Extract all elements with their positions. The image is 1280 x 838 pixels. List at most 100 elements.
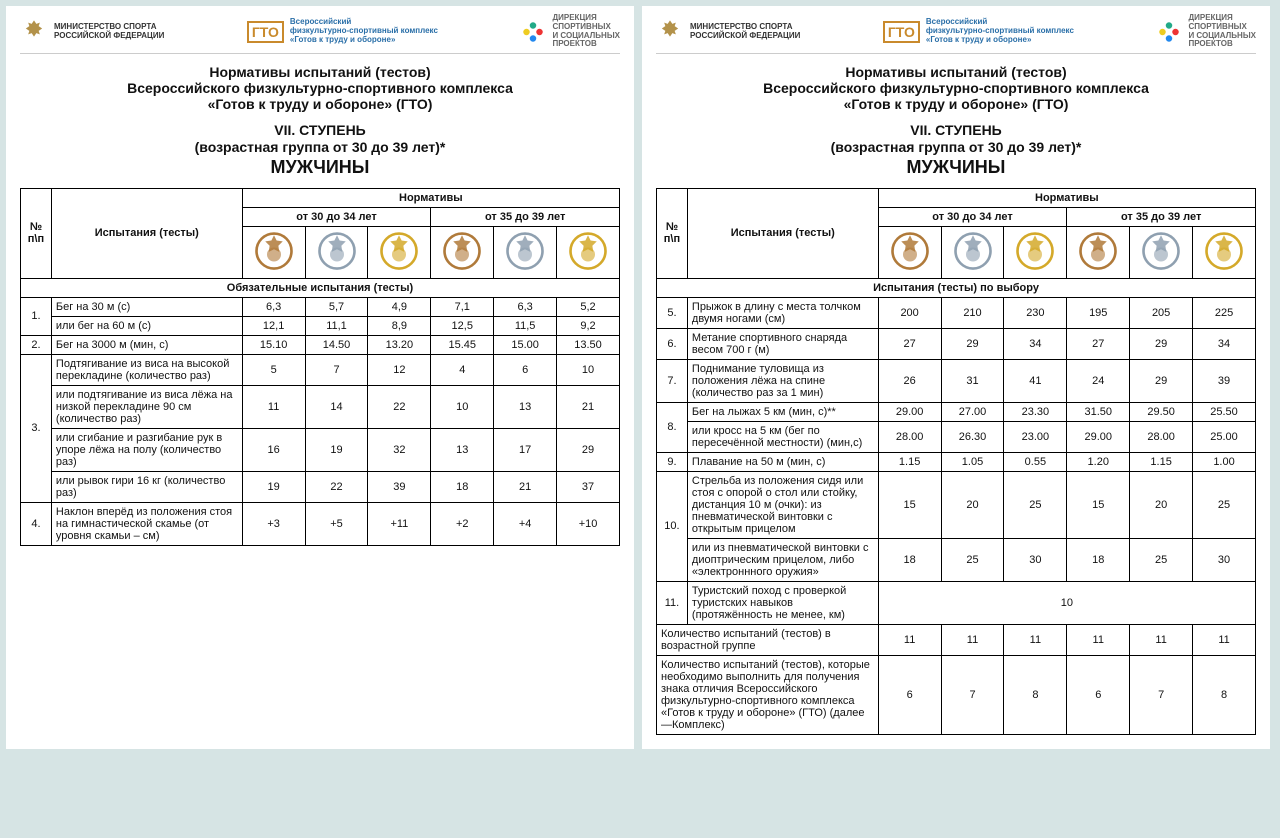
flower-icon bbox=[520, 19, 546, 45]
title-gender: МУЖЧИНЫ bbox=[656, 157, 1256, 178]
test-cell: Бег на 3000 м (мин, с) bbox=[51, 335, 242, 354]
badge-silver-icon bbox=[494, 226, 557, 278]
value-cell: 25 bbox=[1193, 471, 1256, 538]
value-cell: 1.20 bbox=[1067, 452, 1130, 471]
test-cell: Подтягивание из виса на высокой переклад… bbox=[51, 354, 242, 385]
value-cell: 14 bbox=[305, 385, 368, 428]
value-cell: 39 bbox=[1193, 359, 1256, 402]
value-cell: +11 bbox=[368, 502, 431, 545]
test-cell: или бег на 60 м (с) bbox=[51, 316, 242, 335]
section-mandatory: Обязательные испытания (тесты) bbox=[21, 278, 620, 297]
value-cell: 4,9 bbox=[368, 297, 431, 316]
value-cell: 26.30 bbox=[941, 421, 1004, 452]
value-cell: 15.00 bbox=[494, 335, 557, 354]
value-cell: 22 bbox=[305, 471, 368, 502]
value-cell: 6 bbox=[878, 655, 941, 734]
value-cell: 25.50 bbox=[1193, 402, 1256, 421]
value-cell: 6,3 bbox=[242, 297, 305, 316]
test-cell: Поднимание туловища из положения лёжа на… bbox=[687, 359, 878, 402]
value-cell: 19 bbox=[305, 428, 368, 471]
value-cell: 39 bbox=[368, 471, 431, 502]
value-cell: 31 bbox=[941, 359, 1004, 402]
badge-silver-icon bbox=[1130, 226, 1193, 278]
value-cell: 29 bbox=[1130, 328, 1193, 359]
dir-line1: ДИРЕКЦИЯ bbox=[1188, 13, 1232, 22]
value-cell: 18 bbox=[878, 538, 941, 581]
value-cell: 6 bbox=[494, 354, 557, 385]
value-cell: 4 bbox=[431, 354, 494, 385]
num-cell: 4. bbox=[21, 502, 52, 545]
test-cell: или из пневматической винтовки с диоптри… bbox=[687, 538, 878, 581]
value-cell: 30 bbox=[1193, 538, 1256, 581]
gto-line2: физкультурно-спортивный комплекс bbox=[290, 26, 438, 35]
footer-label: Количество испытаний (тестов), которые н… bbox=[657, 655, 879, 734]
value-cell: 11 bbox=[1193, 624, 1256, 655]
value-cell: 7 bbox=[1130, 655, 1193, 734]
gto-line3: «Готов к труду и обороне» bbox=[926, 35, 1032, 44]
gto-line3: «Готов к труду и обороне» bbox=[290, 35, 396, 44]
badge-bronze-icon bbox=[431, 226, 494, 278]
num-cell: 3. bbox=[21, 354, 52, 502]
value-cell: 7,1 bbox=[431, 297, 494, 316]
header: МИНИСТЕРСТВО СПОРТАРОССИЙСКОЙ ФЕДЕРАЦИИ … bbox=[656, 14, 1256, 54]
ministry-line2: РОССИЙСКОЙ ФЕДЕРАЦИИ bbox=[690, 31, 800, 40]
flower-icon bbox=[1156, 19, 1182, 45]
value-cell: 11,1 bbox=[305, 316, 368, 335]
value-cell: 25.00 bbox=[1193, 421, 1256, 452]
test-cell: Метание спортивного снаряда весом 700 г … bbox=[687, 328, 878, 359]
value-cell: 5,7 bbox=[305, 297, 368, 316]
value-cell: 17 bbox=[494, 428, 557, 471]
title-l2: Всероссийского физкультурно-спортивного … bbox=[763, 80, 1149, 96]
dir-block: ДИРЕКЦИЯСПОРТИВНЫХИ СОЦИАЛЬНЫХПРОЕКТОВ bbox=[520, 14, 620, 49]
value-cell: 11 bbox=[1004, 624, 1067, 655]
value-cell: +5 bbox=[305, 502, 368, 545]
value-cell: 5 bbox=[242, 354, 305, 385]
value-cell: 12 bbox=[368, 354, 431, 385]
value-cell: 29.00 bbox=[878, 402, 941, 421]
th-age1: от 30 до 34 лет bbox=[242, 207, 431, 226]
value-cell: 1.15 bbox=[878, 452, 941, 471]
value-cell: 22 bbox=[368, 385, 431, 428]
value-cell: 205 bbox=[1130, 297, 1193, 328]
value-cell: 31.50 bbox=[1067, 402, 1130, 421]
section-optional: Испытания (тесты) по выбору bbox=[657, 278, 1256, 297]
value-cell: 11 bbox=[1130, 624, 1193, 655]
value-cell: 25 bbox=[1004, 471, 1067, 538]
value-cell: 29.00 bbox=[1067, 421, 1130, 452]
eagle-icon bbox=[656, 18, 684, 46]
gto-line1: Всероссийский bbox=[926, 17, 987, 26]
dir-line3: И СОЦИАЛЬНЫХ bbox=[1188, 31, 1256, 40]
dir-line4: ПРОЕКТОВ bbox=[552, 39, 596, 48]
value-cell: 12,5 bbox=[431, 316, 494, 335]
value-cell: 11 bbox=[1067, 624, 1130, 655]
ministry-block: МИНИСТЕРСТВО СПОРТАРОССИЙСКОЙ ФЕДЕРАЦИИ bbox=[656, 18, 800, 46]
value-cell: 30 bbox=[1004, 538, 1067, 581]
header: МИНИСТЕРСТВО СПОРТАРОССИЙСКОЙ ФЕДЕРАЦИИ … bbox=[20, 14, 620, 54]
test-cell: или сгибание и разгибание рук в упоре лё… bbox=[51, 428, 242, 471]
ministry-line2: РОССИЙСКОЙ ФЕДЕРАЦИИ bbox=[54, 31, 164, 40]
value-cell: 15.45 bbox=[431, 335, 494, 354]
value-cell: 25 bbox=[941, 538, 1004, 581]
dir-line2: СПОРТИВНЫХ bbox=[552, 22, 610, 31]
num-cell: 2. bbox=[21, 335, 52, 354]
value-cell: +10 bbox=[557, 502, 620, 545]
th-norms: Нормативы bbox=[878, 188, 1255, 207]
title-stage: VII. СТУПЕНЬ bbox=[274, 122, 366, 138]
value-cell: 23.00 bbox=[1004, 421, 1067, 452]
value-cell: 10 bbox=[557, 354, 620, 385]
value-cell: 225 bbox=[1193, 297, 1256, 328]
value-cell: 29 bbox=[557, 428, 620, 471]
num-cell: 6. bbox=[657, 328, 688, 359]
dir-block: ДИРЕКЦИЯСПОРТИВНЫХИ СОЦИАЛЬНЫХПРОЕКТОВ bbox=[1156, 14, 1256, 49]
title-stage: VII. СТУПЕНЬ bbox=[910, 122, 1002, 138]
value-cell: 12,1 bbox=[242, 316, 305, 335]
value-cell: 195 bbox=[1067, 297, 1130, 328]
value-cell: 28.00 bbox=[878, 421, 941, 452]
test-cell: Бег на лыжах 5 км (мин, с)** bbox=[687, 402, 878, 421]
gto-block: ГТО Всероссийскийфизкультурно-спортивный… bbox=[247, 18, 438, 44]
value-cell: 37 bbox=[557, 471, 620, 502]
value-cell: 16 bbox=[242, 428, 305, 471]
value-cell: 11,5 bbox=[494, 316, 557, 335]
value-cell: 29 bbox=[941, 328, 1004, 359]
title-l2: Всероссийского физкультурно-спортивного … bbox=[127, 80, 513, 96]
